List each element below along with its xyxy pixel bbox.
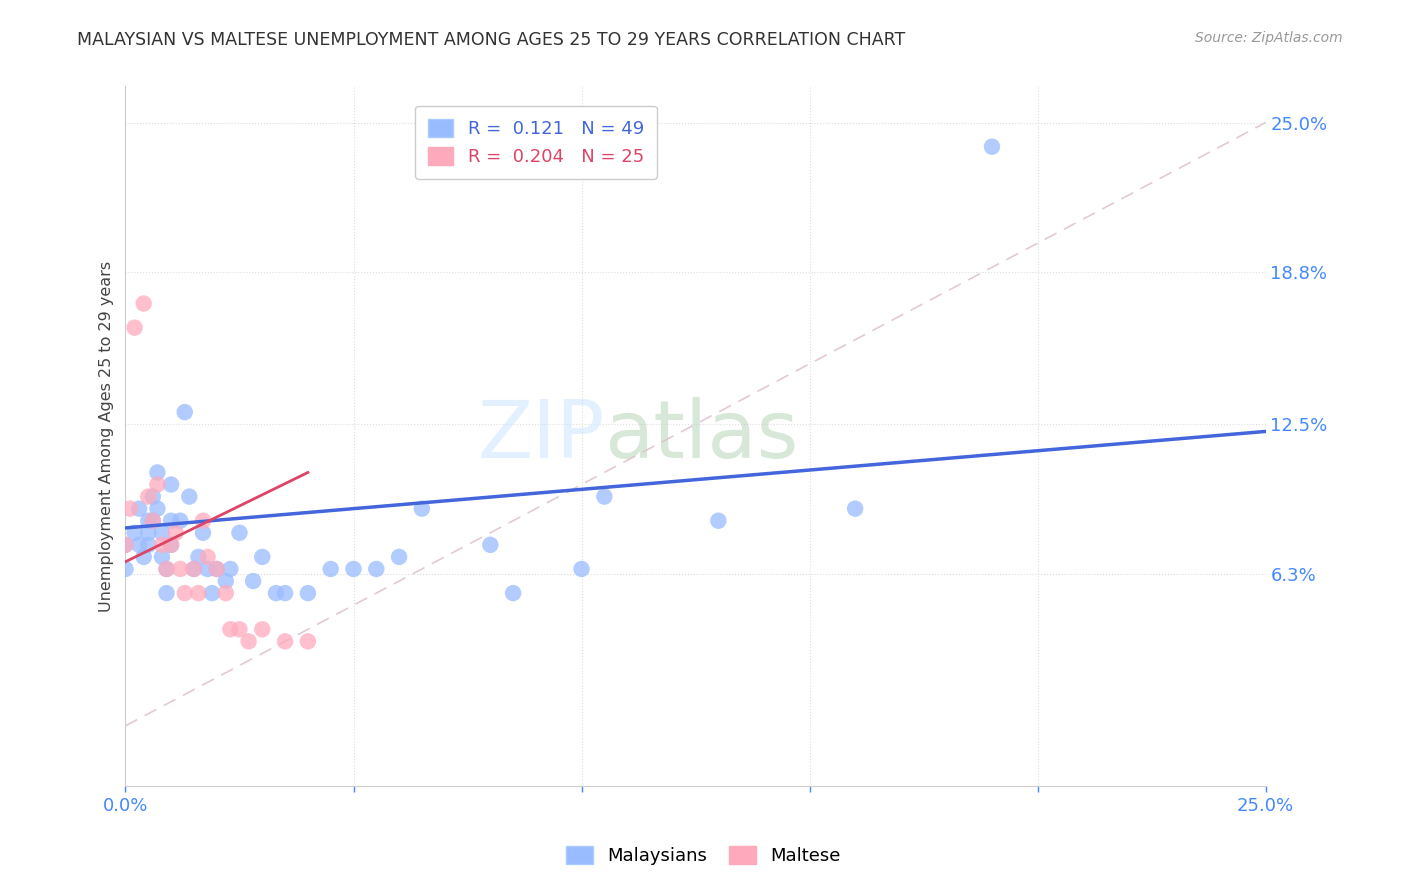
Point — [165, 525, 187, 540]
Point — [197, 562, 219, 576]
Point — [132, 549, 155, 564]
Point — [479, 538, 502, 552]
Point — [388, 549, 411, 564]
Point — [160, 538, 183, 552]
Point — [707, 514, 730, 528]
Point — [366, 562, 388, 576]
Point — [124, 320, 146, 334]
Point — [142, 514, 165, 528]
Point — [160, 538, 183, 552]
Text: Source: ZipAtlas.com: Source: ZipAtlas.com — [1195, 31, 1343, 45]
Point — [297, 586, 319, 600]
Point — [146, 477, 169, 491]
Point — [146, 466, 169, 480]
Point — [593, 490, 616, 504]
Point — [219, 562, 242, 576]
Point — [136, 514, 159, 528]
Point — [136, 525, 159, 540]
Point — [183, 562, 205, 576]
Point — [136, 538, 159, 552]
Text: MALAYSIAN VS MALTESE UNEMPLOYMENT AMONG AGES 25 TO 29 YEARS CORRELATION CHART: MALAYSIAN VS MALTESE UNEMPLOYMENT AMONG … — [77, 31, 905, 49]
Point — [844, 501, 866, 516]
Point — [169, 562, 191, 576]
Point — [173, 586, 195, 600]
Point — [150, 549, 173, 564]
Point — [173, 405, 195, 419]
Point — [252, 549, 274, 564]
Point — [114, 538, 136, 552]
Point — [128, 501, 150, 516]
Point — [150, 525, 173, 540]
Text: ZIP: ZIP — [477, 397, 605, 475]
Point — [219, 622, 242, 636]
Point — [142, 490, 165, 504]
Point — [264, 586, 287, 600]
Point — [169, 514, 191, 528]
Point — [238, 634, 260, 648]
Point — [114, 538, 136, 552]
Point — [179, 490, 201, 504]
Point — [215, 586, 238, 600]
Point — [187, 549, 209, 564]
Legend: Malaysians, Maltese: Malaysians, Maltese — [558, 838, 848, 872]
Point — [197, 549, 219, 564]
Point — [571, 562, 593, 576]
Text: atlas: atlas — [605, 397, 799, 475]
Point — [274, 634, 297, 648]
Point — [187, 586, 209, 600]
Point — [132, 296, 155, 310]
Point — [191, 514, 214, 528]
Point — [981, 139, 1004, 153]
Point — [228, 622, 250, 636]
Point — [342, 562, 364, 576]
Point — [201, 586, 224, 600]
Point — [297, 634, 319, 648]
Point — [502, 586, 524, 600]
Point — [205, 562, 228, 576]
Point — [128, 538, 150, 552]
Point — [155, 586, 177, 600]
Point — [155, 562, 177, 576]
Point — [411, 501, 433, 516]
Y-axis label: Unemployment Among Ages 25 to 29 years: Unemployment Among Ages 25 to 29 years — [100, 260, 114, 612]
Point — [319, 562, 342, 576]
Point — [183, 562, 205, 576]
Point — [228, 525, 250, 540]
Point — [136, 490, 159, 504]
Point — [160, 477, 183, 491]
Point — [191, 525, 214, 540]
Point — [142, 514, 165, 528]
Point — [124, 525, 146, 540]
Legend: R =  0.121   N = 49, R =  0.204   N = 25: R = 0.121 N = 49, R = 0.204 N = 25 — [415, 106, 657, 179]
Point — [150, 538, 173, 552]
Point — [146, 501, 169, 516]
Point — [274, 586, 297, 600]
Point — [160, 514, 183, 528]
Point — [205, 562, 228, 576]
Point — [215, 574, 238, 588]
Point — [114, 562, 136, 576]
Point — [252, 622, 274, 636]
Point — [118, 501, 141, 516]
Point — [242, 574, 264, 588]
Point — [155, 562, 177, 576]
